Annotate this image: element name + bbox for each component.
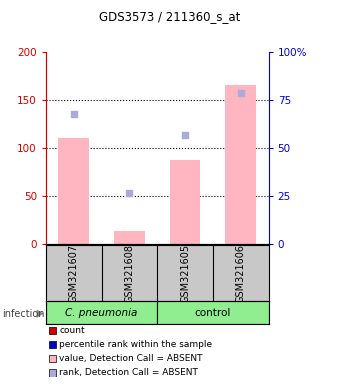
Point xyxy=(127,190,132,196)
Text: infection: infection xyxy=(2,309,44,319)
Text: GDS3573 / 211360_s_at: GDS3573 / 211360_s_at xyxy=(99,10,241,23)
Bar xyxy=(170,161,200,244)
Text: count: count xyxy=(59,326,85,335)
Point xyxy=(71,111,76,118)
Text: value, Detection Call = ABSENT: value, Detection Call = ABSENT xyxy=(59,354,203,363)
Bar xyxy=(114,231,145,244)
Polygon shape xyxy=(37,310,44,318)
Text: C. pneumonia: C. pneumonia xyxy=(65,308,138,318)
Point xyxy=(238,90,243,96)
Text: GSM321608: GSM321608 xyxy=(124,243,134,303)
Text: GSM321606: GSM321606 xyxy=(236,243,246,303)
Text: GSM321607: GSM321607 xyxy=(69,243,79,303)
Point xyxy=(182,132,188,139)
Text: rank, Detection Call = ABSENT: rank, Detection Call = ABSENT xyxy=(59,368,198,377)
Bar xyxy=(225,86,256,244)
Text: control: control xyxy=(195,308,231,318)
Bar xyxy=(49,355,56,362)
Bar xyxy=(58,138,89,244)
Bar xyxy=(49,326,56,334)
Bar xyxy=(46,301,157,324)
Bar xyxy=(157,301,269,324)
Bar xyxy=(49,369,56,377)
Text: percentile rank within the sample: percentile rank within the sample xyxy=(59,340,212,349)
Text: GSM321605: GSM321605 xyxy=(180,243,190,303)
Bar xyxy=(49,341,56,348)
